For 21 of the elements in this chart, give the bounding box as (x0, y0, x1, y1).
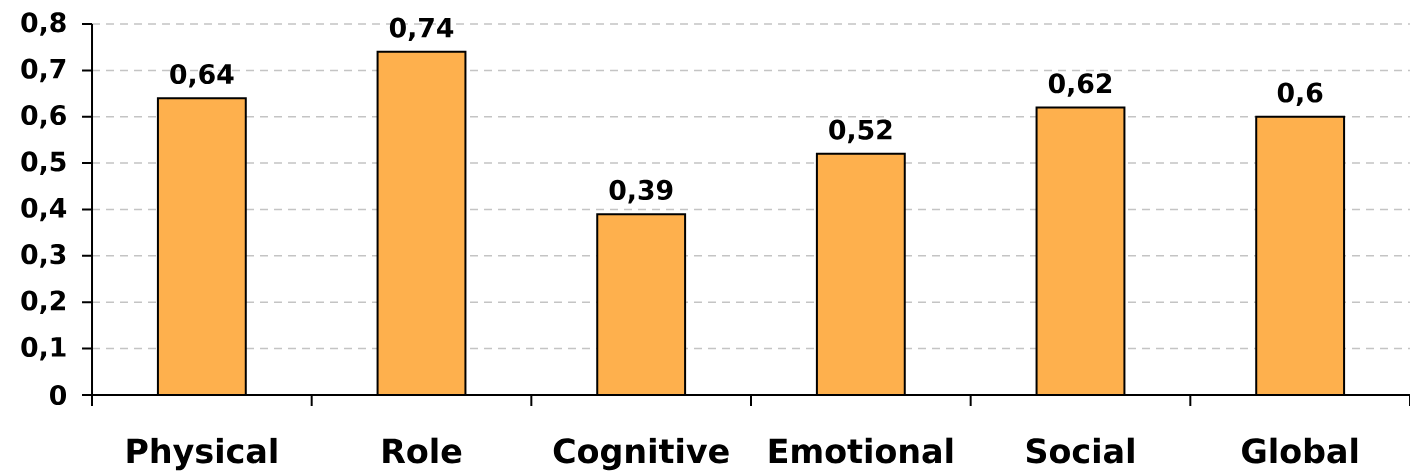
y-tick-label: 0,3 (21, 244, 66, 268)
x-tick-label: Global (1242, 437, 1358, 464)
data-label: 0,62 (1048, 73, 1112, 97)
x-tick-label: Cognitive (553, 437, 729, 471)
data-label: 0,6 (1277, 82, 1323, 107)
x-tick-label: Physical (127, 437, 277, 471)
y-tick-label: 0,2 (21, 290, 65, 315)
data-label: 0,74 (389, 17, 454, 42)
data-label: 0,64 (170, 63, 234, 88)
x-tick-label: Role (383, 437, 462, 464)
y-tick-label: 0,7 (21, 58, 66, 83)
y-tick-label: 0,1 (21, 336, 66, 361)
y-tick-label: 0 (50, 384, 67, 406)
x-tick-label: Emotional (769, 437, 953, 464)
y-tick-label: 0,4 (21, 197, 67, 222)
x-tick-label: Social (1026, 437, 1134, 464)
data-label: 0,52 (829, 119, 892, 144)
y-tick-label: 0,6 (21, 104, 66, 129)
y-tick-label: 0,5 (21, 151, 66, 175)
y-tick-label: 0,8 (21, 12, 66, 36)
data-label: 0,39 (609, 179, 673, 204)
